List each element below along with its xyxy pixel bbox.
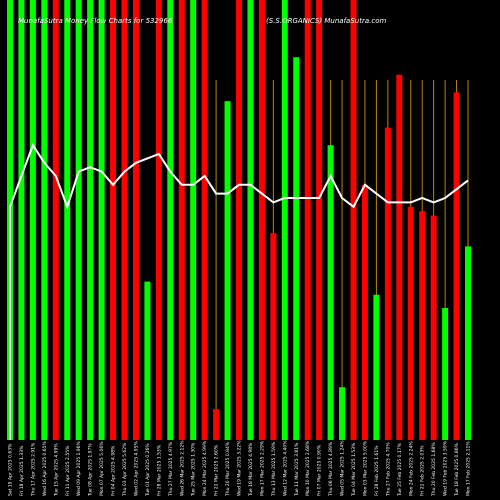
bar-up xyxy=(293,57,300,440)
x-tick-label: Tue 01 Apr 2025 0.26% xyxy=(145,443,151,497)
bar-up xyxy=(87,0,94,440)
bar-up xyxy=(247,0,254,440)
x-tick-label: Thu 06 Mar 2025 4.89% xyxy=(328,441,334,497)
bar-down xyxy=(236,0,242,440)
x-tick-label: Thu 03 Apr 2025 5.62% xyxy=(122,442,128,497)
x-tick-label: Fri 21 Mar 2025 2.60% xyxy=(214,444,220,496)
bar-down xyxy=(396,74,403,441)
bar-down xyxy=(110,0,117,440)
x-tick-label: Tue 04 Mar 2025 1.53% xyxy=(351,442,357,497)
bar-up xyxy=(190,0,197,440)
bar-down xyxy=(178,0,185,440)
x-tick-label: Thu 17 Apr 2025 2.91% xyxy=(30,442,36,497)
bar-down xyxy=(407,206,414,440)
x-tick-label: Tue 18 Feb 2025 0.86% xyxy=(454,442,460,497)
x-tick-label: Mon 10 Mar 2025 2.68% xyxy=(305,440,311,496)
x-tick-label: Tue 08 Apr 2025 1.97% xyxy=(88,443,94,497)
bar-down xyxy=(419,211,426,440)
x-tick-label: Mon 24 Mar 2025 4.99% xyxy=(202,440,208,496)
x-tick-label: Mon 17 Feb 2025 2.11% xyxy=(466,441,472,496)
x-tick-label: Tue 11 Mar 2025 3.81% xyxy=(294,442,300,497)
x-tick-label: Thu 27 Feb 2025 4.70% xyxy=(385,442,391,497)
x-tick-labels: Sat 19 Apr 2025 0.63% Fri 18 Apr 2025 1.3… xyxy=(8,440,472,497)
bar-up xyxy=(64,0,71,440)
x-tick-label: Mon 17 Mar 2025 2.29% xyxy=(259,440,265,496)
x-tick-label: Thu 13 Mar 2025 1.59% xyxy=(271,441,277,497)
bar-down xyxy=(453,92,460,441)
bar-down xyxy=(350,0,357,440)
bar-down xyxy=(155,0,162,440)
x-tick-label: Wed 19 Mar 2025 3.22% xyxy=(237,440,243,496)
x-tick-label: Fri 28 Feb 2025 1.61% xyxy=(374,445,380,496)
x-tick-label: Tue 25 Mar 2025 1.30% xyxy=(191,442,197,497)
bar-up xyxy=(75,0,82,440)
x-tick-label: Fri 07 Mar 2025 0.90% xyxy=(317,444,323,496)
x-tick-label: Tue 18 Mar 2025 4.98% xyxy=(248,442,254,497)
bar-down xyxy=(361,184,368,440)
bar-down xyxy=(384,127,391,440)
bar-down xyxy=(316,0,323,440)
x-tick-label: Thu 20 Mar 2025 0.84% xyxy=(225,441,231,497)
chart-title-right: (S.S.ORGANICS) MunafaSutra.com xyxy=(266,17,386,25)
x-tick-label: Sat 19 Apr 2025 0.63% xyxy=(8,443,14,496)
bar-up xyxy=(281,0,288,440)
bar-up xyxy=(98,0,105,440)
bar-up xyxy=(18,0,25,440)
chart-title-left: MunafaSutra Money Flow Charts for 532966 xyxy=(18,17,173,25)
x-tick-label: Fri 21 Feb 2025 2.03% xyxy=(420,445,426,496)
bar-up xyxy=(167,0,174,440)
bar-down xyxy=(121,0,128,440)
bar-down xyxy=(201,0,208,440)
x-tick-label: Mon 03 Mar 2025 5.00% xyxy=(362,440,368,496)
bar-up xyxy=(327,145,334,440)
x-tick-label: Wed 16 Apr 2025 0.65% xyxy=(42,440,48,496)
bar-up xyxy=(41,0,48,440)
x-tick-label: Tue 25 Feb 2025 0.17% xyxy=(397,442,403,497)
bar-up xyxy=(442,308,449,440)
bar-up xyxy=(373,294,380,440)
bar-down xyxy=(270,233,277,440)
x-tick-label: Mon 07 Apr 2025 5.06% xyxy=(99,441,105,496)
x-tick-label: Wed 09 Apr 2025 1.96% xyxy=(76,440,82,496)
x-tick-label: Wed 02 Apr 2025 4.95% xyxy=(133,440,139,496)
x-tick-label: Fri 28 Mar 2025 1.53% xyxy=(156,444,162,496)
x-tick-label: Thu 27 Mar 2025 4.97% xyxy=(168,441,174,497)
x-tick-label: Fri 18 Apr 2025 1.33% xyxy=(19,445,25,496)
x-tick-label: Fri 11 Apr 2025 2.55% xyxy=(65,445,71,496)
bar-down xyxy=(258,0,265,440)
bar-up xyxy=(144,281,151,440)
x-tick-label: Mon 24 Feb 2025 2.24% xyxy=(408,441,414,496)
bar-up xyxy=(339,387,346,440)
bar-down xyxy=(213,409,220,440)
x-tick-label: Fri 04 Apr 2025 4.98% xyxy=(111,445,117,496)
x-tick-label: Tue 15 Apr 2025 4.99% xyxy=(53,443,59,497)
x-tick-label: Wed 26 Mar 2025 2.12% xyxy=(179,440,185,496)
bar-up xyxy=(224,101,231,440)
x-tick-label: Thu 20 Feb 2025 1.68% xyxy=(431,442,437,497)
x-tick-label: Wed 19 Feb 2025 3.59% xyxy=(443,440,449,496)
money-flow-line xyxy=(9,142,469,440)
bar-up xyxy=(465,246,471,440)
x-tick-label: Wed 12 Mar 2025 4.40% xyxy=(282,440,288,496)
bar-up xyxy=(29,0,36,440)
bar-series xyxy=(7,0,471,441)
bar-down xyxy=(52,0,59,440)
x-tick-label: Wed 05 Mar 2025 1.24% xyxy=(340,440,346,496)
bar-down xyxy=(304,0,311,440)
bar-down xyxy=(430,215,437,440)
bar-down xyxy=(132,0,139,440)
